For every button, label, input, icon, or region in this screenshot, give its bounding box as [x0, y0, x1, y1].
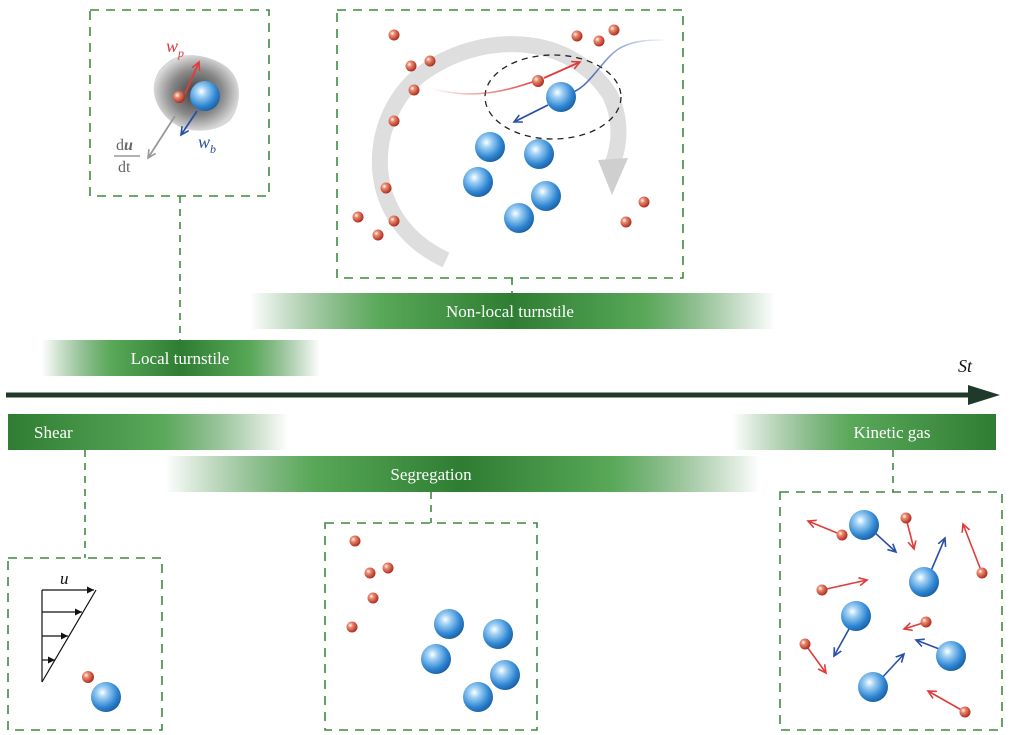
band-label-kinetic-gas: Kinetic gas [854, 423, 931, 442]
red-particles [346, 535, 394, 633]
band-local-turnstile: Local turnstile [42, 340, 320, 376]
panel-shear: u [7, 557, 163, 731]
u-label: u [60, 569, 69, 588]
wb-label: wb [198, 132, 216, 156]
panel-non-local-turnstile [336, 9, 684, 279]
panel-segregation [324, 522, 538, 731]
interaction-zone [484, 54, 622, 140]
blue-bubbles [463, 132, 561, 233]
panel-local-turnstile: wp wb du dt [89, 9, 270, 197]
wb-arrow [514, 104, 549, 123]
panel-kinetic-gas [779, 491, 1003, 731]
wp-label: wp [166, 36, 184, 60]
blue-bubble [91, 682, 121, 712]
wp-arrow [184, 62, 199, 95]
red-velocity-arrows [804, 517, 983, 713]
red-particle [532, 75, 544, 87]
du-dt-arrow [148, 115, 176, 158]
red-particle [173, 91, 185, 103]
blue-bubbles [421, 609, 520, 712]
wb-arrow [181, 110, 198, 135]
band-label-shear: Shear [34, 423, 73, 442]
circulation-arrowhead [598, 158, 628, 195]
svg-text:du: du [116, 137, 133, 154]
band-non-local-turnstile: Non-local turnstile [250, 293, 775, 329]
blue-bubble [546, 82, 576, 112]
red-particle [82, 671, 94, 683]
du-dt-label: du dt [114, 137, 140, 176]
band-label-segregation: Segregation [390, 465, 472, 484]
band-shear: Shear [8, 414, 288, 450]
wp-arrow [543, 62, 580, 79]
red-particles [352, 24, 650, 241]
blue-trajectory [564, 39, 669, 96]
red-particles [799, 512, 988, 718]
svg-text:dt: dt [118, 159, 131, 176]
axis-arrowhead [968, 385, 1000, 405]
band-label-non-local-turnstile: Non-local turnstile [446, 302, 574, 321]
red-trajectory [429, 79, 539, 95]
band-segregation: Segregation [165, 456, 760, 492]
band-kinetic-gas: Kinetic gas [732, 414, 996, 450]
blue-bubbles [841, 510, 966, 702]
axis-label-st: St [958, 356, 973, 376]
shear-profile [41, 586, 97, 683]
blue-bubble [190, 81, 220, 111]
band-label-local-turnstile: Local turnstile [131, 349, 230, 368]
st-axis: St [6, 356, 1000, 405]
